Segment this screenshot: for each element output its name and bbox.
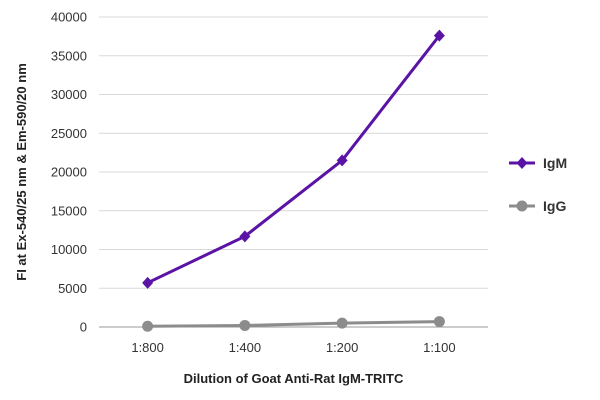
x-axis-title: Dilution of Goat Anti-Rat IgM-TRITC: [184, 371, 404, 386]
y-tick-label: 20000: [51, 165, 87, 180]
series-line-igg: [147, 320, 440, 328]
x-tick-label: 1:200: [326, 340, 359, 355]
x-tick-label: 1:400: [229, 340, 262, 355]
data-point-igm: [239, 230, 251, 243]
data-point-igg: [142, 320, 154, 332]
series-group: [142, 29, 445, 332]
y-tick-label: 0: [80, 320, 87, 335]
legend: IgM IgG: [509, 155, 567, 214]
x-axis-ticks: 1:800 1:400 1:200 1:100: [131, 340, 455, 355]
data-point-igm: [433, 29, 445, 42]
y-tick-label: 5000: [58, 281, 87, 296]
x-tick-label: 1:800: [131, 340, 164, 355]
legend-label-igm: IgM: [543, 155, 567, 171]
data-point-igg: [239, 319, 251, 331]
y-tick-label: 10000: [51, 242, 87, 257]
gridlines: [99, 16, 488, 289]
y-tick-label: 40000: [51, 10, 87, 25]
x-tick-label: 1:100: [423, 340, 456, 355]
data-point-igg: [336, 317, 348, 329]
y-axis-title: FI at Ex-540/25 nm & Em-590/20 nm: [14, 63, 29, 280]
legend-marker-circle: [516, 200, 528, 212]
legend-marker-diamond: [516, 157, 528, 169]
data-point-igg: [433, 316, 445, 328]
y-tick-label: 15000: [51, 203, 87, 218]
legend-label-igg: IgG: [543, 198, 566, 214]
data-point-igm: [142, 276, 154, 289]
series-line-igm: [146, 34, 441, 285]
y-tick-label: 25000: [51, 126, 87, 141]
y-tick-label: 30000: [51, 87, 87, 102]
data-point-igm: [336, 154, 348, 167]
y-tick-label: 35000: [51, 48, 87, 63]
y-axis-ticks: 0 5000 10000 15000 20000 25000 30000 35000 40000: [51, 10, 87, 335]
